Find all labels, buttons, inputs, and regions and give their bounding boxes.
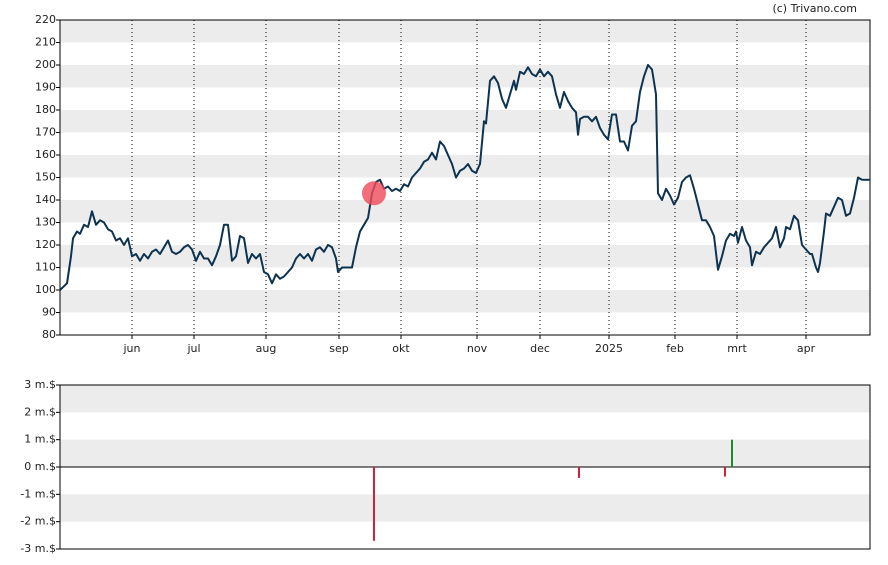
y-tick-label: 190: [35, 81, 56, 94]
y-tick-label: 100: [35, 283, 56, 296]
y-tick-label: 80: [42, 328, 56, 341]
y-tick-label: 200: [35, 58, 56, 71]
y-tick-label: 110: [35, 261, 56, 274]
plot-frame: [59, 19, 871, 336]
grid-band: [60, 200, 870, 223]
x-tick-label: jun: [123, 342, 141, 355]
x-tick-label: jul: [186, 342, 200, 355]
y-tick-label: 0 m.$: [24, 460, 56, 473]
x-tick-label: okt: [392, 342, 410, 355]
y-tick-label: 120: [35, 238, 56, 251]
bar: [724, 467, 726, 477]
y-tick-label: 210: [35, 36, 56, 49]
grid-band: [60, 439, 870, 467]
y-tick-label: 170: [35, 126, 56, 139]
y-tick-label: 140: [35, 193, 56, 206]
y-tick-label: -1 m.$: [20, 487, 56, 500]
y-tick-label: 1 m.$: [24, 433, 56, 446]
x-tick-label: nov: [467, 342, 488, 355]
grid-band: [60, 245, 870, 268]
y-tick-label: 3 m.$: [24, 378, 56, 391]
y-tick-label: 130: [35, 216, 56, 229]
source: (c) Trivano.com: [772, 2, 857, 15]
x-tick-label: apr: [797, 342, 816, 355]
grid-band: [60, 110, 870, 133]
x-tick-label: feb: [666, 342, 684, 355]
grid-band: [60, 20, 870, 43]
x-tick-label: dec: [530, 342, 550, 355]
price-line: [59, 64, 870, 291]
x-tick-label: sep: [329, 342, 348, 355]
y-tick-label: 2 m.$: [24, 405, 56, 418]
grid-band: [60, 290, 870, 313]
y-tick-label: 220: [35, 13, 56, 26]
grid-band: [60, 385, 870, 413]
x-tick-label: mrt: [727, 342, 747, 355]
y-tick-label: -3 m.$: [20, 542, 56, 555]
y-tick-label: 90: [42, 306, 56, 319]
y-tick-label: 160: [35, 148, 56, 161]
x-tick-label: 2025: [595, 342, 623, 355]
grid-band: [60, 65, 870, 88]
bar: [731, 439, 733, 467]
x-tick-label: aug: [256, 342, 277, 355]
y-tick-label: -2 m.$: [20, 515, 56, 528]
bar: [373, 467, 375, 541]
grid-band: [60, 494, 870, 522]
y-tick-label: 150: [35, 171, 56, 184]
bar: [578, 467, 580, 478]
highlight-marker: [362, 181, 386, 206]
y-tick-label: 180: [35, 103, 56, 116]
